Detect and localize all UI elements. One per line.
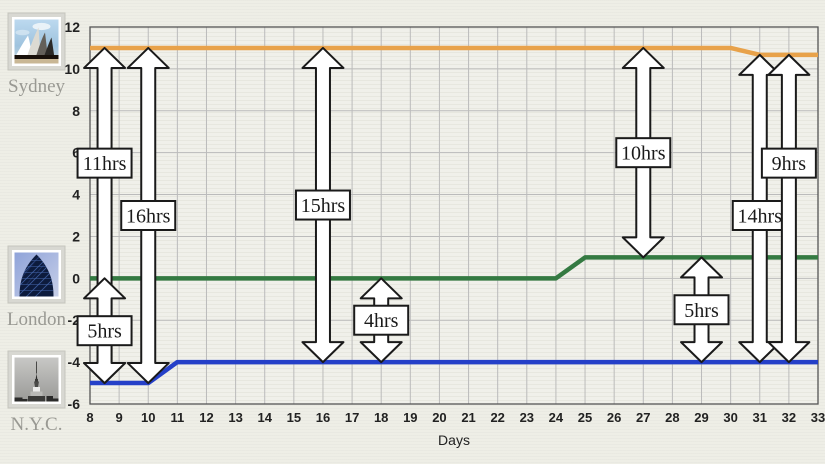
- svg-text:30: 30: [723, 410, 737, 425]
- svg-text:London: London: [7, 309, 67, 330]
- svg-text:14hrs: 14hrs: [738, 206, 783, 228]
- svg-text:21: 21: [461, 410, 475, 425]
- svg-text:11: 11: [170, 410, 184, 425]
- svg-text:14: 14: [257, 410, 272, 425]
- svg-text:20: 20: [432, 410, 446, 425]
- svg-text:10: 10: [141, 410, 155, 425]
- svg-text:24: 24: [549, 410, 564, 425]
- svg-text:17: 17: [345, 410, 359, 425]
- svg-text:31: 31: [753, 410, 767, 425]
- svg-text:25: 25: [578, 410, 592, 425]
- svg-text:13: 13: [228, 410, 242, 425]
- svg-text:10hrs: 10hrs: [621, 143, 666, 165]
- svg-text:16hrs: 16hrs: [126, 206, 171, 228]
- svg-text:26: 26: [607, 410, 621, 425]
- svg-text:4hrs: 4hrs: [364, 310, 399, 332]
- svg-text:5hrs: 5hrs: [87, 321, 122, 343]
- svg-text:9: 9: [116, 410, 123, 425]
- svg-text:15: 15: [287, 410, 301, 425]
- svg-text:29: 29: [694, 410, 708, 425]
- svg-text:28: 28: [665, 410, 679, 425]
- svg-text:27: 27: [636, 410, 650, 425]
- svg-text:19: 19: [403, 410, 417, 425]
- svg-text:23: 23: [520, 410, 534, 425]
- svg-text:5hrs: 5hrs: [684, 300, 719, 322]
- svg-text:9hrs: 9hrs: [772, 153, 807, 175]
- svg-text:22: 22: [490, 410, 504, 425]
- svg-text:15hrs: 15hrs: [301, 195, 346, 217]
- svg-text:Sydney: Sydney: [8, 76, 66, 97]
- svg-text:8: 8: [86, 410, 93, 425]
- svg-text:16: 16: [316, 410, 330, 425]
- svg-text:33: 33: [811, 410, 825, 425]
- svg-text:11hrs: 11hrs: [83, 153, 127, 175]
- svg-text:N.Y.C.: N.Y.C.: [11, 414, 63, 435]
- svg-text:18: 18: [374, 410, 388, 425]
- svg-text:32: 32: [782, 410, 796, 425]
- svg-text:12: 12: [199, 410, 213, 425]
